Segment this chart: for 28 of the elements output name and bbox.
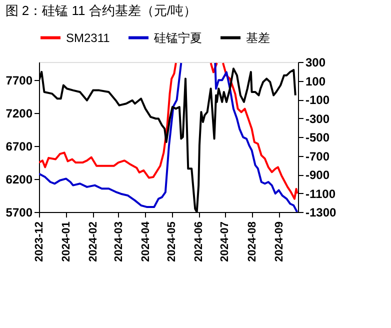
y-tick-label: 6200 [6,172,33,187]
x-tick-label: 2024-03 [112,222,125,262]
x-tick-label: 2024-08 [246,222,258,262]
y-tick-label: 7700 [6,74,33,88]
x-tick-label: 2024-06 [193,222,206,262]
x-tick-label: 2024-01 [60,222,73,262]
y2-tick-label: 100 [306,74,326,88]
chart-title: 图 2：硅锰 11 合约基差（元/吨） [5,3,196,18]
legend-label: 基差 [246,30,270,45]
y2-tick-label: -900 [306,168,330,182]
y2-tick-label: -700 [306,149,330,164]
x-tick-label: 2023-12 [34,222,46,262]
y-tick-label: 7200 [6,106,33,121]
y2-tick-label: -500 [306,130,330,144]
legend-label: SM2311 [66,30,110,45]
x-tick-label: 2024-07 [219,222,232,262]
y2-tick-label: -100 [306,93,330,107]
x-tick-label: 2024-04 [140,220,152,262]
y-tick-label: 5700 [6,206,33,220]
y2-tick-label: -1100 [306,186,336,201]
y-tick-label: 6700 [6,140,33,154]
y2-tick-label: -1300 [306,206,337,220]
legend-label: 硅锰宁夏 [153,30,202,45]
y2-tick-label: 300 [306,56,326,70]
x-tick-label: 2024-05 [166,222,178,262]
x-tick-label: 2024-02 [88,222,100,262]
y2-tick-label: -300 [306,112,330,126]
x-tick-label: 2024-09 [273,222,286,262]
